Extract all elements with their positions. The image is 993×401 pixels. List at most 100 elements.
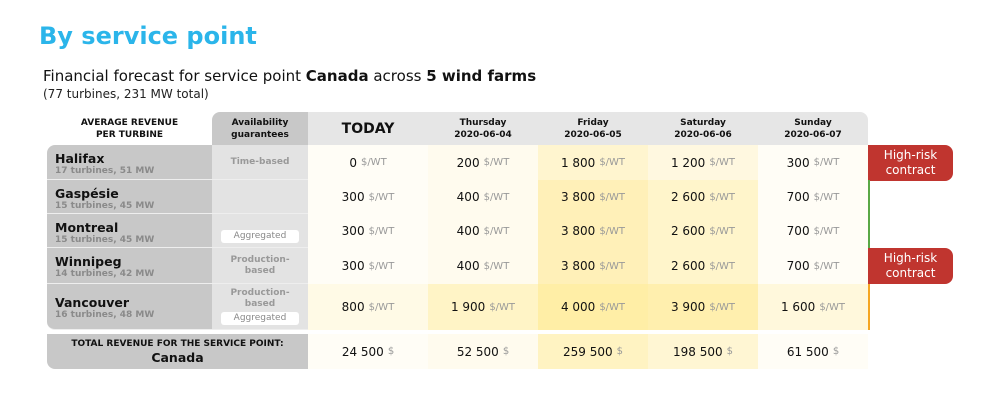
unit-label: $/WT [709, 260, 736, 272]
status-marker [868, 180, 870, 214]
revenue-value: 1 900 [450, 300, 486, 314]
status-marker [868, 214, 870, 248]
revenue-cell: 1 200 $/WT [648, 145, 758, 180]
farm-name-cell[interactable]: Vancouver 16 turbines, 48 MW [47, 284, 212, 330]
day-date: 2020-06-07 [784, 129, 842, 140]
availability-cell: Production-based Aggregated [212, 284, 308, 330]
revenue-value: 3 800 [560, 259, 596, 273]
revenue-cell: 300 $/WT [308, 180, 428, 214]
revenue-value: 800 [341, 300, 365, 314]
revenue-value: 3 800 [560, 190, 596, 204]
revenue-cell: 3 800 $/WT [538, 214, 648, 248]
revenue-value: 400 [456, 224, 480, 238]
unit-label: $/WT [368, 191, 395, 203]
revenue-cell: 300 $/WT [308, 214, 428, 248]
availability-cell: Time-based [212, 145, 308, 180]
farm-name: Halifax [55, 151, 105, 166]
header-label: Availability guarantees [231, 117, 289, 140]
availability-type: Production-based [230, 254, 290, 276]
total-value: 61 500 [786, 344, 829, 359]
revenue-cell: 2 600 $/WT [648, 248, 758, 284]
header-bg [308, 112, 868, 145]
revenue-cell: 700 $/WT [758, 180, 868, 214]
revenue-value: 300 [341, 190, 365, 204]
revenue-value: 2 600 [670, 259, 706, 273]
availability-cell: Production-based [212, 248, 308, 284]
revenue-value: 3 900 [670, 300, 706, 314]
day-name: Saturday [680, 117, 726, 128]
total-value: 259 500 [563, 344, 613, 359]
unit-label: $/WT [483, 191, 510, 203]
unit-label: $/WT [813, 260, 840, 272]
revenue-cell: 1 900 $/WT [428, 284, 538, 330]
revenue-cell: 800 $/WT [308, 284, 428, 330]
header-day: Thursday 2020-06-04 [428, 112, 538, 145]
unit-label: $/WT [599, 191, 626, 203]
revenue-value: 300 [786, 155, 810, 170]
unit-label: $/WT [813, 191, 840, 203]
header-day: Sunday 2020-06-07 [758, 112, 868, 145]
unit-label: $/WT [709, 157, 736, 168]
total-value: 198 500 [673, 344, 723, 359]
total-cell: 61 500 $ [758, 334, 868, 369]
revenue-value: 400 [456, 190, 480, 204]
farm-count: 5 wind farms [426, 67, 537, 85]
revenue-cell: 3 800 $/WT [538, 180, 648, 214]
total-cell: 52 500 $ [428, 334, 538, 369]
unit-label: $/WT [813, 157, 840, 168]
total-cell: 198 500 $ [648, 334, 758, 369]
revenue-value: 300 [341, 259, 365, 273]
unit-label: $/WT [483, 225, 510, 237]
revenue-value: 3 800 [560, 224, 596, 238]
unit-label: $/WT [819, 301, 846, 313]
header-day: Friday 2020-06-05 [538, 112, 648, 145]
farm-name-cell[interactable]: Montreal 15 turbines, 45 MW [47, 214, 212, 248]
revenue-cell: 3 800 $/WT [538, 248, 648, 284]
revenue-cell: 0 $/WT [308, 145, 428, 180]
service-point-name: Canada [305, 67, 369, 85]
farm-name-cell[interactable]: Gaspésie 15 turbines, 45 MW [47, 180, 212, 214]
revenue-value: 1 200 [670, 155, 706, 170]
badge-label: High-risk contract [883, 148, 938, 177]
farm-name-cell[interactable]: Halifax 17 turbines, 51 MW [47, 145, 212, 180]
total-value: 52 500 [456, 344, 499, 359]
farm-name: Montreal [55, 220, 119, 235]
revenue-value: 2 600 [670, 190, 706, 204]
day-name: Thursday [459, 117, 507, 128]
revenue-cell: 400 $/WT [428, 180, 538, 214]
summary: (77 turbines, 231 MW total) [43, 87, 209, 101]
header-availability: Availability guarantees [212, 112, 308, 145]
unit-label: $ [616, 346, 623, 357]
high-risk-badge[interactable]: High-risk contract [868, 145, 953, 181]
revenue-value: 700 [786, 224, 810, 238]
revenue-value: 2 600 [670, 224, 706, 238]
high-risk-badge[interactable]: High-risk contract [868, 248, 953, 284]
unit-label: $ [726, 346, 733, 357]
revenue-value: 700 [786, 259, 810, 273]
unit-label: $/WT [599, 260, 626, 272]
revenue-value: 200 [456, 155, 480, 170]
total-cell: 259 500 $ [538, 334, 648, 369]
unit-label: $/WT [599, 157, 626, 168]
farm-name-cell[interactable]: Winnipeg 14 turbines, 42 MW [47, 248, 212, 284]
unit-label: $/WT [483, 260, 510, 272]
farm-info: 17 turbines, 51 MW [55, 166, 155, 176]
revenue-value: 300 [341, 224, 365, 238]
revenue-cell: 1 600 $/WT [758, 284, 868, 330]
farm-name: Gaspésie [55, 186, 119, 201]
unit-label: $/WT [368, 301, 395, 313]
revenue-value: 400 [456, 259, 480, 273]
revenue-cell: 300 $/WT [308, 248, 428, 284]
unit-label: $/WT [360, 157, 387, 168]
unit-label: $ [502, 346, 510, 357]
revenue-value: 1 800 [560, 155, 596, 170]
header-today: TODAY [308, 112, 428, 145]
header-avg: AVERAGE REVENUE PER TURBINE [47, 112, 212, 145]
subtitle-text: Financial forecast for service point [43, 67, 306, 85]
badge-label: High-risk contract [883, 251, 938, 280]
unit-label: $/WT [489, 301, 516, 313]
subtitle-text: across [368, 67, 427, 85]
unit-label: $ [387, 346, 395, 357]
aggregated-badge: Aggregated [221, 230, 299, 243]
revenue-cell: 3 900 $/WT [648, 284, 758, 330]
